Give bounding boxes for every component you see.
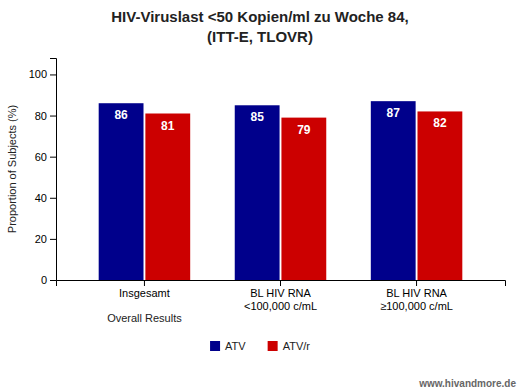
tick-mark (50, 198, 56, 199)
tick-label: 80 (35, 110, 47, 122)
bar (145, 114, 190, 281)
y-tick: 100 (29, 68, 56, 80)
tick-label-line: Insgesamt (119, 287, 170, 299)
y-tick: 20 (35, 233, 56, 245)
tick-mark (280, 280, 281, 286)
axis-line (57, 281, 506, 287)
legend-item: ATV/r (268, 340, 311, 352)
bar (281, 118, 326, 280)
tick-mark (50, 116, 56, 117)
legend-swatch (268, 341, 278, 351)
x-tick: BL HIV RNA≥100,000 c/mL (380, 280, 453, 312)
tick-label-line: BL HIV RNA (386, 287, 447, 299)
tick-label: 0 (41, 274, 47, 286)
tick-mark (50, 239, 56, 240)
y-axis-label: Proportion of Subjects (%) (6, 105, 18, 233)
y-axis: 0 20 40 60 80 100 (29, 59, 57, 287)
y-tick: 60 (35, 151, 56, 163)
bar (417, 111, 462, 280)
tick-label: BL HIV RNA≥100,000 c/mL (380, 287, 453, 312)
x-tick: Insgesamt (119, 280, 170, 299)
tick-label: 40 (35, 192, 47, 204)
data-labels: 86 85 87 81 79 82 (114, 106, 446, 136)
title: HIV-Viruslast <50 Kopien/ml zu Woche 84, (111, 8, 408, 25)
tick-label: 100 (29, 68, 47, 80)
legend-item: ATV (210, 340, 246, 352)
legend-label: ATV (225, 340, 246, 352)
bar (99, 103, 144, 280)
bar (235, 105, 280, 280)
tick-mark (144, 280, 145, 286)
subtitle: (ITT-E, TLOVR) (207, 28, 313, 45)
legend: ATV ATV/r (210, 340, 310, 352)
y-tick: 0 (41, 274, 56, 286)
tick-mark (50, 74, 56, 75)
data-label: 87 (387, 106, 401, 120)
bar (371, 101, 416, 280)
tick-label: Insgesamt (119, 287, 170, 299)
legend-label: ATV/r (283, 340, 311, 352)
annotation: Overall Results (107, 312, 182, 324)
tick-label: 20 (35, 233, 47, 245)
watermark: www.hivandmore.de (418, 378, 516, 389)
y-tick: 80 (35, 110, 56, 122)
tick-mark (416, 280, 417, 286)
tick-label: BL HIV RNA<100,000 c/mL (244, 287, 317, 312)
tick-label: 60 (35, 151, 47, 163)
tick-label-line: <100,000 c/mL (244, 300, 317, 312)
tick-mark (50, 280, 56, 281)
x-tick: BL HIV RNA<100,000 c/mL (244, 280, 317, 312)
tick-mark (50, 157, 56, 158)
tick-label-line: ≥100,000 c/mL (380, 300, 453, 312)
data-label: 85 (250, 110, 264, 124)
y-tick: 40 (35, 192, 56, 204)
bars (99, 101, 463, 280)
data-label: 79 (297, 123, 311, 137)
chart: HIV-Viruslast <50 Kopien/ml zu Woche 84,… (0, 0, 520, 392)
chart-container: HIV-Viruslast <50 Kopien/ml zu Woche 84,… (0, 0, 520, 392)
x-axis: InsgesamtBL HIV RNA<100,000 c/mLBL HIV R… (57, 280, 506, 312)
data-label: 82 (433, 116, 447, 130)
axis-line (50, 59, 57, 281)
tick-label-line: BL HIV RNA (250, 287, 311, 299)
legend-swatch (210, 341, 220, 351)
data-label: 86 (114, 108, 128, 122)
data-label: 81 (161, 119, 175, 133)
